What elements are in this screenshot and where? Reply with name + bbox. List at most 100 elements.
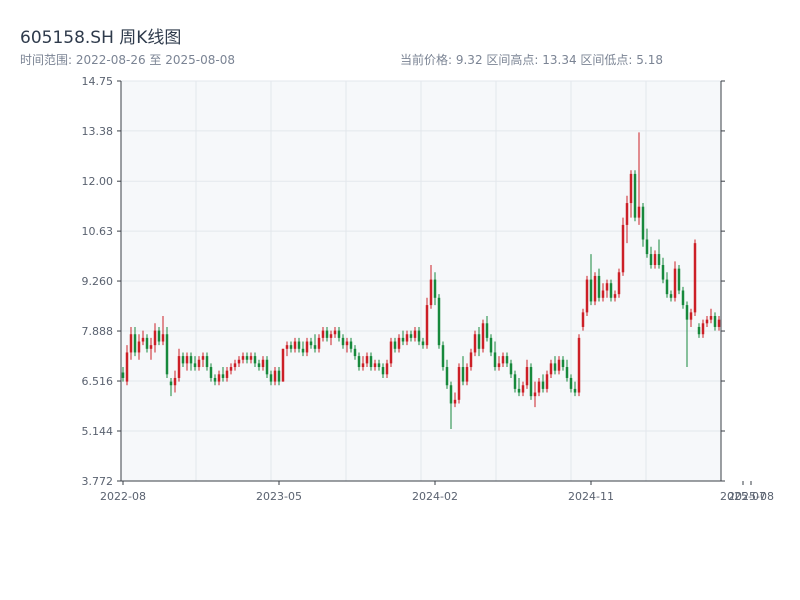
candle-body (705, 319, 709, 324)
candle-body (605, 283, 609, 291)
candle-body (321, 330, 325, 338)
chart-title: 605158.SH 周K线图 (20, 28, 182, 48)
candle-body (589, 279, 593, 302)
candle-body (641, 206, 645, 240)
candle-body (409, 334, 413, 338)
candle-body (593, 275, 597, 302)
candle-body (677, 268, 681, 291)
candle-body (521, 385, 525, 393)
y-tick-label: 10.63 (82, 225, 114, 238)
candle-body (133, 334, 137, 353)
candle-body (293, 341, 297, 349)
candle-body (625, 203, 629, 225)
candle-body (473, 334, 477, 353)
candle-body (489, 337, 493, 353)
candle-body (457, 367, 461, 400)
candle-body (337, 330, 341, 338)
candle-body (545, 374, 549, 389)
candle-body (621, 224, 625, 273)
candle-body (693, 243, 697, 313)
candle-body (125, 352, 129, 382)
candle-body (173, 377, 177, 386)
candle-body (585, 279, 589, 313)
candle-body (629, 173, 633, 204)
candle-body (713, 316, 717, 327)
candle-body (277, 370, 281, 382)
y-tick-label: 12.00 (82, 175, 114, 188)
candle-body (201, 356, 205, 360)
candle-body (353, 348, 357, 357)
candle-body (513, 374, 517, 389)
candle-body (405, 334, 409, 342)
candle-body (233, 363, 237, 368)
candle-body (429, 279, 433, 306)
candle-body (161, 334, 165, 342)
candle-body (565, 367, 569, 378)
candle-body (517, 388, 521, 393)
candle-body (529, 367, 533, 397)
candle-body (297, 341, 301, 349)
date-range-text: 时间范围: 2022-08-26 至 2025-08-08 (20, 53, 235, 67)
candle-body (541, 381, 545, 389)
candle-body (601, 290, 605, 298)
candle-body (669, 294, 673, 298)
candle-body (317, 337, 321, 349)
candle-body (573, 388, 577, 393)
candle-body (185, 356, 189, 364)
x-tick-label: 2025-08 (728, 490, 774, 503)
candle-body (673, 268, 677, 298)
candle-body (697, 326, 701, 335)
candle-body (613, 294, 617, 298)
candle-body (333, 330, 337, 335)
candle-body (633, 173, 637, 218)
candle-body (177, 356, 181, 378)
candle-body (477, 334, 481, 349)
candle-body (257, 363, 261, 368)
y-tick-label: 13.38 (82, 125, 114, 138)
candle-body (469, 352, 473, 368)
candle-body (137, 341, 141, 353)
candle-body (649, 254, 653, 266)
candle-body (609, 283, 613, 298)
candle-body (549, 363, 553, 375)
candle-body (197, 359, 201, 368)
y-tick-label: 5.144 (82, 425, 114, 438)
candle-body (389, 341, 393, 364)
y-tick-label: 14.75 (82, 75, 114, 88)
candle-body (221, 374, 225, 378)
candle-body (377, 363, 381, 368)
candle-body (433, 279, 437, 298)
candle-body (449, 385, 453, 404)
candle-body (689, 312, 693, 320)
candle-body (685, 305, 689, 320)
candle-body (281, 348, 285, 382)
candle-body (345, 341, 349, 346)
candle-body (557, 359, 561, 371)
candle-body (657, 254, 661, 266)
candle-body (509, 363, 513, 375)
x-tick-label: 2022-08 (100, 490, 146, 503)
candle-body (253, 356, 257, 364)
candle-body (349, 341, 353, 349)
candle-body (653, 254, 657, 266)
candle-body (381, 367, 385, 375)
candle-body (665, 279, 669, 295)
candle-body (289, 345, 293, 349)
candle-body (497, 363, 501, 368)
candle-body (189, 356, 193, 364)
candle-body (417, 330, 421, 342)
candle-body (701, 323, 705, 335)
candle-body (645, 239, 649, 255)
candle-body (229, 367, 233, 371)
candle-body (217, 374, 221, 382)
candle-body (597, 275, 601, 298)
candle-body (465, 367, 469, 382)
candle-body (213, 377, 217, 382)
candle-body (245, 356, 249, 360)
candle-body (225, 370, 229, 378)
candle-body (569, 377, 573, 389)
candle-body (141, 337, 145, 342)
candle-body (425, 305, 429, 346)
candle-body (717, 319, 721, 327)
